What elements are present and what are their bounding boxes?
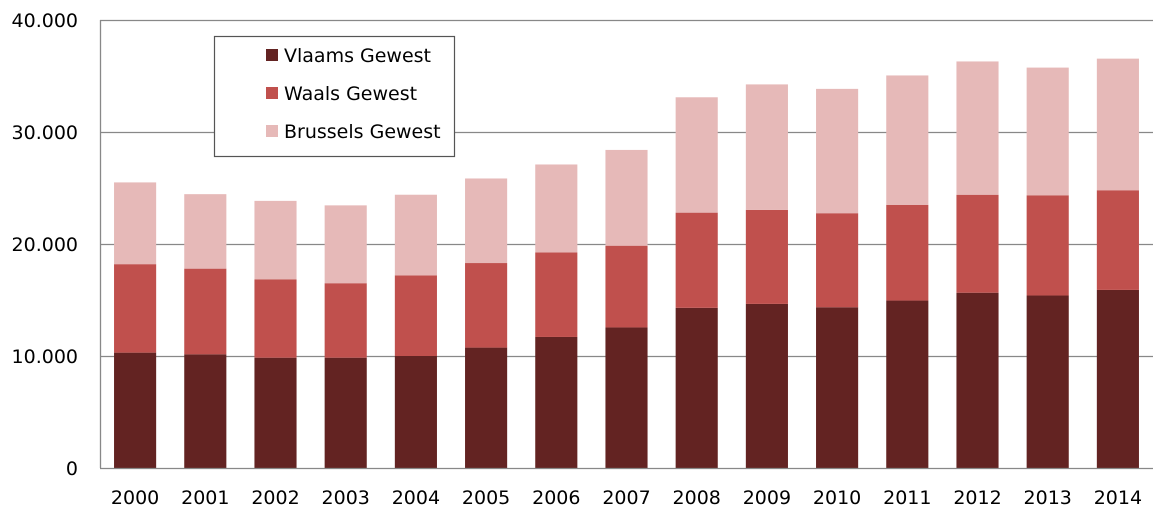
y-tick-label: 30.000	[12, 122, 78, 144]
bar-segment-waals-gewest-2008	[675, 212, 718, 308]
legend-box	[213, 35, 456, 158]
legend: Vlaams Gewest Waals Gewest Brussels Gewest	[213, 35, 456, 158]
bars	[114, 58, 1139, 468]
x-tick-labels: 2000 2001 2002 2003 2004 2005 2006 2007 2008 2009…	[111, 487, 1142, 509]
x-tick-label: 2010	[813, 487, 861, 509]
bar-segment-vlaams-gewest-2000	[114, 352, 157, 468]
legend-swatch	[266, 125, 278, 137]
bar-segment-brussels-gewest-2005	[465, 178, 508, 264]
x-tick-label: 2014	[1094, 487, 1142, 509]
bar-segment-brussels-gewest-2001	[184, 194, 227, 269]
x-tick-label: 2002	[251, 487, 299, 509]
bar-segment-brussels-gewest-2011	[886, 75, 929, 205]
bar-segment-brussels-gewest-2000	[114, 182, 157, 265]
bar-segment-vlaams-gewest-2010	[816, 307, 859, 468]
bar-segment-brussels-gewest-2003	[324, 205, 367, 284]
x-tick-label: 2011	[883, 487, 931, 509]
bar-segment-vlaams-gewest-2009	[745, 303, 788, 468]
bar-segment-vlaams-gewest-2003	[324, 357, 367, 468]
bar-segment-brussels-gewest-2010	[816, 88, 859, 214]
x-tick-label: 2001	[181, 487, 229, 509]
bar-segment-brussels-gewest-2006	[535, 164, 578, 253]
axes	[99, 20, 1153, 470]
bar-segment-vlaams-gewest-2006	[535, 336, 578, 468]
bar-segment-vlaams-gewest-2001	[184, 354, 227, 468]
bar-segment-vlaams-gewest-2005	[465, 347, 508, 468]
y-tick-label: 0	[66, 458, 78, 480]
legend-swatch	[266, 49, 278, 61]
x-tick-label: 2004	[392, 487, 440, 509]
bar-segment-waals-gewest-2001	[184, 268, 227, 355]
bar-segment-waals-gewest-2014	[1096, 190, 1139, 290]
bar-segment-brussels-gewest-2012	[956, 61, 999, 195]
bar-segment-waals-gewest-2011	[886, 204, 929, 301]
bar-segment-vlaams-gewest-2013	[1026, 295, 1069, 468]
x-tick-label: 2012	[953, 487, 1001, 509]
legend-label: Waals Gewest	[284, 83, 417, 105]
x-tick-label: 2009	[743, 487, 791, 509]
bar-segment-brussels-gewest-2004	[394, 194, 437, 276]
bar-segment-brussels-gewest-2009	[745, 84, 788, 210]
bar-segment-waals-gewest-2013	[1026, 195, 1069, 296]
x-tick-label: 2005	[462, 487, 510, 509]
bar-segment-brussels-gewest-2008	[675, 97, 718, 213]
y-tick-labels: 0 10.000 20.000 30.000 40.000	[12, 10, 78, 480]
x-tick-label: 2003	[322, 487, 370, 509]
bar-segment-brussels-gewest-2013	[1026, 67, 1069, 196]
bar-segment-vlaams-gewest-2007	[605, 327, 648, 468]
bar-segment-waals-gewest-2002	[254, 279, 297, 358]
x-tick-label: 2013	[1024, 487, 1072, 509]
bar-segment-vlaams-gewest-2008	[675, 307, 718, 468]
y-tick-label: 20.000	[12, 234, 78, 256]
bar-segment-vlaams-gewest-2012	[956, 292, 999, 468]
legend-label: Brussels Gewest	[284, 121, 441, 143]
bar-segment-waals-gewest-2009	[745, 209, 788, 304]
bar-segment-waals-gewest-2005	[465, 263, 508, 348]
bar-segment-waals-gewest-2006	[535, 252, 578, 337]
bar-segment-vlaams-gewest-2004	[394, 356, 437, 468]
bar-segment-vlaams-gewest-2014	[1096, 289, 1139, 468]
bar-segment-waals-gewest-2012	[956, 194, 999, 293]
bar-segment-waals-gewest-2003	[324, 283, 367, 358]
bar-segment-brussels-gewest-2014	[1096, 58, 1139, 191]
x-tick-label: 2006	[532, 487, 580, 509]
bar-segment-vlaams-gewest-2011	[886, 300, 929, 468]
y-tick-label: 40.000	[12, 10, 78, 32]
x-tick-label: 2007	[602, 487, 650, 509]
bar-segment-waals-gewest-2004	[394, 275, 437, 356]
x-tick-label: 2000	[111, 487, 159, 509]
x-tick-label: 2008	[673, 487, 721, 509]
legend-label: Vlaams Gewest	[284, 45, 431, 67]
legend-swatch	[266, 87, 278, 99]
bar-segment-waals-gewest-2010	[816, 213, 859, 308]
bar-segment-waals-gewest-2000	[114, 264, 157, 353]
y-tick-label: 10.000	[12, 346, 78, 368]
bar-segment-waals-gewest-2007	[605, 245, 648, 328]
bar-segment-vlaams-gewest-2002	[254, 357, 297, 468]
bar-segment-brussels-gewest-2002	[254, 200, 297, 280]
bar-segment-brussels-gewest-2007	[605, 149, 648, 246]
